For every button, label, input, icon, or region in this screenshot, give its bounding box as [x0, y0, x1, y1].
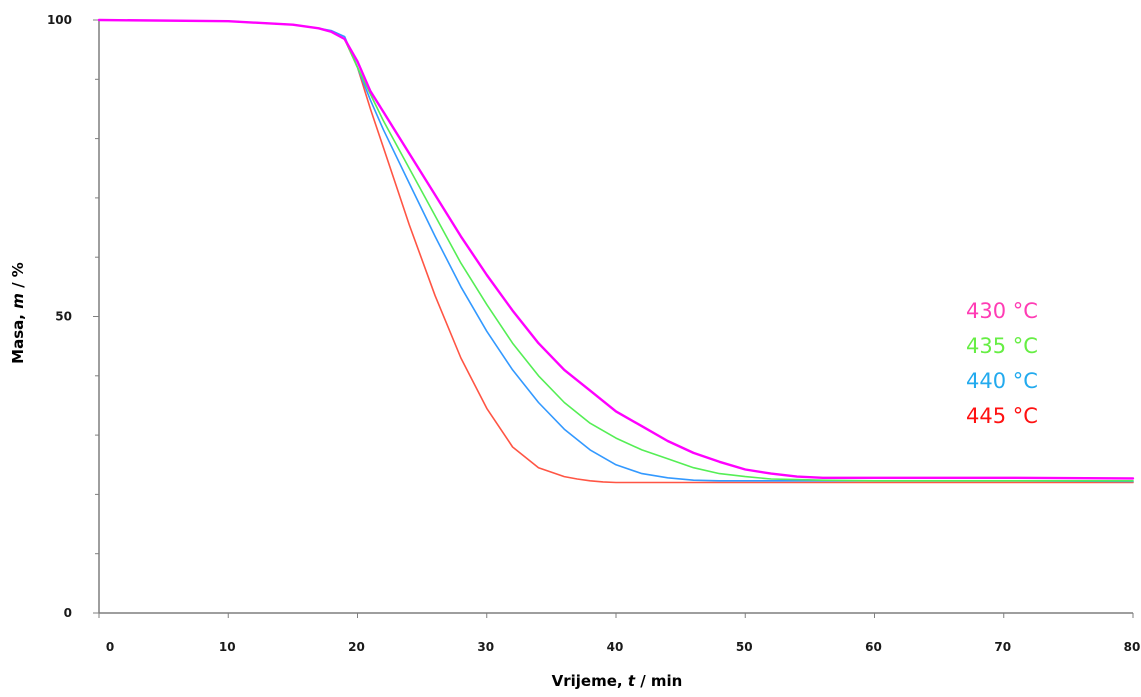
x-tick-label: 50 — [736, 640, 753, 654]
x-axis-title-symbol: t — [628, 672, 636, 690]
y-ticks: 0 50 100 — [47, 13, 99, 620]
x-axis-title-unit: / min — [635, 672, 682, 690]
legend-entry: 430 °C — [966, 299, 1038, 323]
y-axis-title: Masa, m / % — [9, 262, 27, 364]
series-line — [97, 18, 1135, 480]
x-axis-title: Vrijeme, t / min — [552, 672, 683, 690]
y-tick-label: 100 — [47, 13, 72, 27]
x-tick-label: 80 — [1124, 640, 1141, 654]
x-tick-label: 70 — [994, 640, 1011, 654]
x-tick-label: 10 — [219, 640, 236, 654]
y-tick-label: 50 — [55, 310, 72, 324]
series-lines — [97, 18, 1135, 484]
x-axis-title-prefix: Vrijeme, — [552, 672, 628, 690]
y-axis-title-prefix: Masa, — [9, 309, 27, 364]
y-axis-title-unit: / % — [9, 262, 27, 293]
legend-entry: 440 °C — [966, 369, 1038, 393]
x-tick-label: 20 — [348, 640, 365, 654]
x-tick-label: 40 — [607, 640, 624, 654]
x-tick-label: 0 — [106, 640, 114, 654]
x-tick-label: 60 — [865, 640, 882, 654]
y-axis-title-symbol: m — [9, 293, 27, 309]
x-ticks: 0 10 20 30 40 50 60 70 80 — [98, 613, 1141, 654]
legend-entry: 435 °C — [966, 334, 1038, 358]
x-tick-label: 30 — [477, 640, 494, 654]
y-tick-label: 0 — [64, 606, 72, 620]
legend-entry: 445 °C — [966, 404, 1038, 428]
series-line — [98, 19, 1134, 483]
legend: 430 °C 435 °C 440 °C 445 °C — [966, 299, 1038, 428]
